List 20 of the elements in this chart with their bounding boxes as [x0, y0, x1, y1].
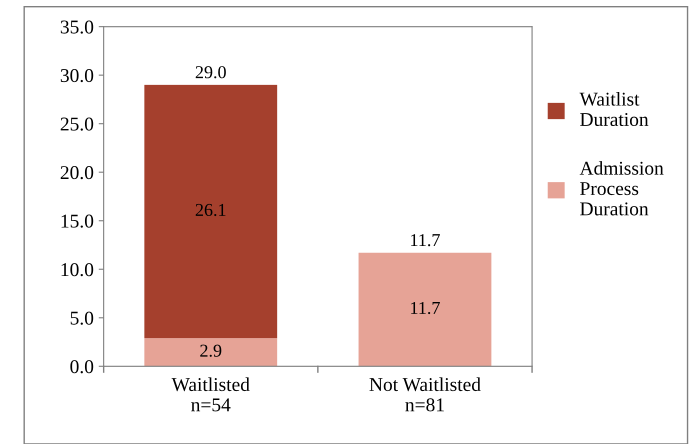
bar [144, 338, 278, 366]
y-tick-label: 35.0 [60, 20, 94, 34]
x-tick-label: Waitlisted n=54 [172, 377, 250, 412]
data-label: 2.9 [200, 344, 222, 357]
y-tick-label: 5.0 [70, 312, 94, 325]
bar [358, 252, 492, 366]
y-tick-label: 30.0 [60, 68, 94, 82]
y-tick-label: 10.0 [62, 263, 94, 276]
y-tick-label: 25.0 [60, 118, 94, 131]
legend-label: Waitlist Duration [580, 92, 648, 126]
x-tick-label: Not Waitlisted n=81 [370, 377, 481, 412]
y-tick-label: 0.0 [70, 360, 94, 374]
legend-label: Admission Process Duration [580, 161, 664, 216]
total-label: 11.7 [411, 234, 440, 246]
bar [144, 84, 278, 338]
total-label: 29.0 [196, 66, 226, 78]
data-label: 26.1 [196, 204, 226, 216]
y-tick-label: 20.0 [60, 166, 94, 180]
y-tick-label: 15.0 [62, 214, 94, 228]
data-label: 11.7 [411, 302, 440, 314]
